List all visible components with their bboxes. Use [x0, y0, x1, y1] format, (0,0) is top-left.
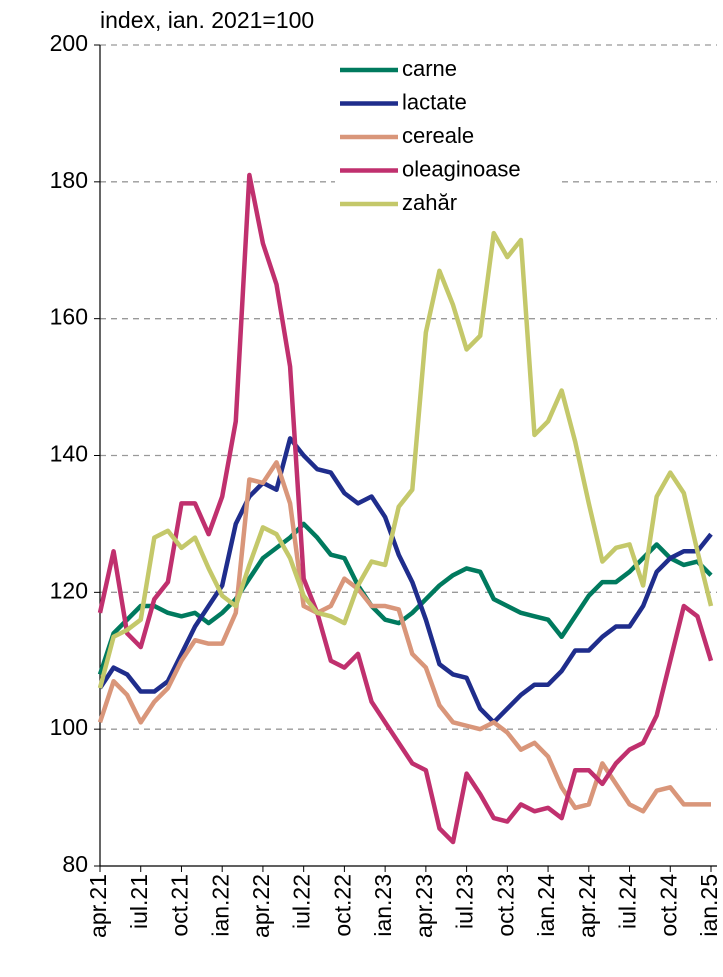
- legend: carne lactate cereale oleaginoase zahăr: [335, 52, 557, 217]
- x-tick-label: iul.22: [289, 874, 315, 929]
- x-tick-label: ian.24: [533, 874, 559, 937]
- y-tick-label: 200: [50, 30, 88, 56]
- x-tick-label: apr.23: [411, 874, 437, 938]
- series-line: [97, 172, 714, 845]
- y-tick-label: 80: [62, 851, 88, 877]
- chart-title: index, ian. 2021=100: [100, 7, 314, 33]
- x-tick-label: oct.22: [329, 874, 355, 937]
- x-tick-label: iul.21: [126, 874, 152, 929]
- x-tick-label: apr.21: [85, 874, 111, 938]
- legend-label: cereale: [402, 123, 474, 148]
- x-tick-label: ian.23: [370, 874, 396, 937]
- y-tick-label: 160: [50, 304, 88, 330]
- x-tick-label: ian.25: [696, 874, 722, 937]
- x-tick-label: oct.21: [167, 874, 193, 937]
- y-tick-label: 100: [50, 714, 88, 740]
- series-line: [98, 436, 713, 725]
- x-tick-label: ian.22: [207, 874, 233, 937]
- legend-label: lactate: [402, 89, 467, 114]
- x-tick-label: oct.24: [655, 874, 681, 937]
- x-tick-label: oct.23: [492, 874, 518, 937]
- y-tick-label: 180: [50, 167, 88, 193]
- x-tick-label: iul.23: [452, 874, 478, 929]
- y-tick-label: 140: [50, 441, 88, 467]
- y-tick-label: 120: [50, 577, 88, 603]
- x-tick-label: apr.22: [248, 874, 274, 938]
- legend-label: zahăr: [402, 190, 457, 215]
- legend-box: [335, 52, 557, 217]
- legend-label: oleaginoase: [402, 156, 521, 181]
- legend-label: carne: [402, 56, 457, 81]
- series-line: [97, 230, 714, 689]
- x-tick-label: iul.24: [615, 874, 641, 929]
- x-tick-label: apr.24: [574, 874, 600, 938]
